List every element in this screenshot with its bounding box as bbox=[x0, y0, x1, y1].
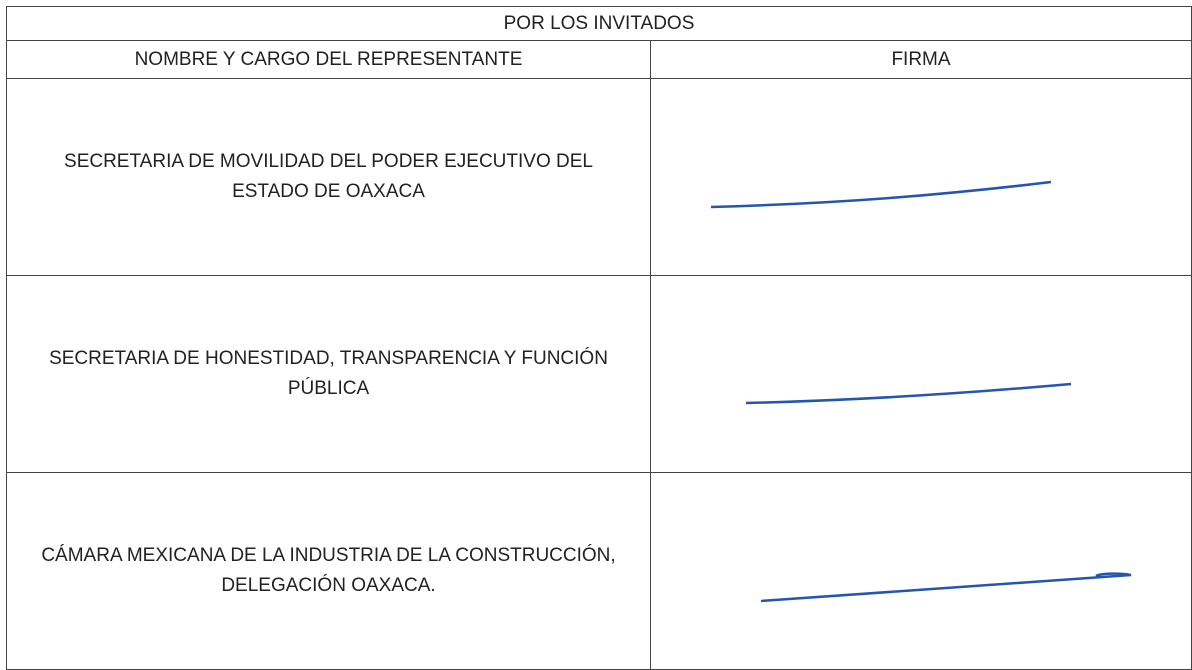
column-header: NOMBRE Y CARGO DEL REPRESENTANTE bbox=[6, 40, 651, 79]
signature bbox=[760, 572, 1132, 603]
signature-cell bbox=[650, 472, 1192, 670]
representative: SECRETARIA DE HONESTIDAD, TRANSPARENCIA … bbox=[6, 275, 651, 473]
signature-cell bbox=[650, 275, 1192, 473]
representative: CÁMARA MEXICANA DE LA INDUSTRIA DE LA CO… bbox=[6, 472, 651, 670]
signature-table: POR LOS INVITADOS NOMBRE Y CARGO DEL REP… bbox=[6, 6, 1192, 670]
column-header: FIRMA bbox=[650, 40, 1192, 79]
signature bbox=[745, 382, 1072, 405]
signature-cell bbox=[650, 78, 1192, 276]
signature bbox=[710, 180, 1052, 209]
representative: SECRETARIA DE MOVILIDAD DEL PODER EJECUT… bbox=[6, 78, 651, 276]
table-title: POR LOS INVITADOS bbox=[6, 6, 1192, 41]
